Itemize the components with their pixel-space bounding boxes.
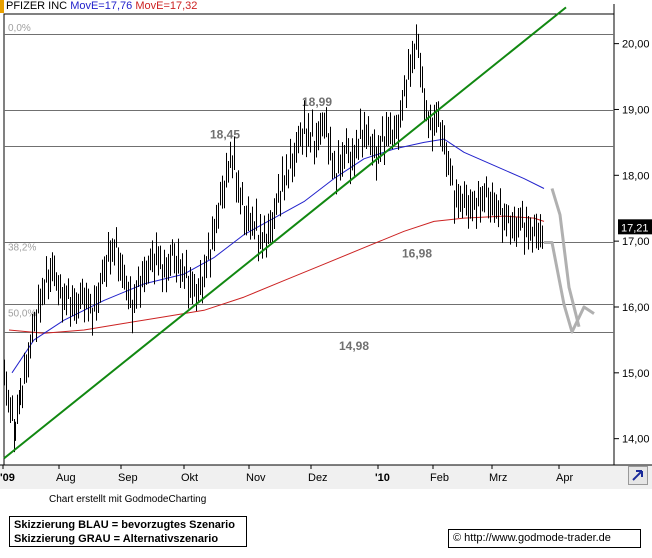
x-tick-label-1: Aug (56, 472, 76, 484)
level-label-1: 18,99 (302, 95, 332, 109)
trendline (3, 6, 567, 460)
scenario-grey-path (544, 241, 595, 334)
ma-blue-label: MovE=17,76 (70, 0, 133, 12)
y-tick-label-4: 18,00 (622, 170, 650, 182)
x-tick-label-9: Apr (556, 472, 573, 484)
y-tick-label-2: 16,00 (622, 302, 650, 314)
last-price-box (618, 219, 652, 235)
level-label-3: 16,98 (402, 246, 432, 260)
scenario-grey-path-2 (550, 188, 581, 328)
price-bars (4, 24, 543, 453)
ma-red-line (8, 215, 545, 334)
source-url: http://www.godmode-trader.de (464, 532, 611, 544)
source-url-box[interactable]: © http://www.godmode-trader.de (448, 529, 641, 548)
x-axis-bg (0, 465, 652, 489)
level-label-2: 18,45 (210, 128, 240, 142)
scenario-legend: Skizzierung BLAU = bevorzugtes Szenario … (9, 516, 247, 547)
level-label-4: 38,2% (8, 242, 36, 253)
level-label-5: 50,0% (8, 308, 36, 319)
chart-header: PFIZER INC MovE=17,76 MovE=17,32 (0, 0, 197, 12)
copyright-symbol: © (453, 532, 462, 544)
x-tick-label-3: Okt (181, 472, 198, 484)
chart-credit: Chart erstellt mit GodmodeCharting (49, 494, 207, 505)
y-tick-label-5: 19,00 (622, 104, 650, 116)
x-tick-label-0: '09 (0, 472, 15, 484)
level-label-6: 14,98 (339, 339, 369, 353)
ticker-label: PFIZER INC (6, 0, 68, 12)
x-tick-label-2: Sep (118, 472, 138, 484)
ma-red-label: MovE=17,32 (135, 0, 198, 12)
y-axis-bg (615, 14, 652, 465)
legend-line-grey: Skizzierung GRAU = Alternativszenario (14, 533, 219, 545)
x-tick-label-4: Nov (246, 472, 266, 484)
chart-menu-arrow-icon[interactable] (628, 466, 648, 485)
x-tick-label-8: Mrz (489, 472, 507, 484)
y-tick-label-0: 14,00 (622, 434, 650, 446)
price-chart: 0,0% 18,99 18,45 16,98 38,2% 50,0% 14,98 14,00 1… (0, 4, 652, 489)
x-tick-label-7: Feb (430, 472, 449, 484)
plot-frame (3, 13, 615, 466)
x-tick-label-6: '10 (375, 472, 390, 484)
y-tick-label-3: 17,00 (622, 236, 650, 248)
last-price-label: 17,21 (621, 222, 649, 234)
legend-line-blue: Skizzierung BLAU = bevorzugtes Szenario (14, 519, 235, 531)
ma-blue-line (11, 138, 545, 374)
level-label-0: 0,0% (8, 23, 31, 34)
ticker-color-swatch (0, 0, 4, 13)
y-tick-label-6: 20,00 (622, 39, 650, 51)
x-tick-label-5: Dez (308, 472, 328, 484)
y-tick-label-1: 15,00 (622, 368, 650, 380)
